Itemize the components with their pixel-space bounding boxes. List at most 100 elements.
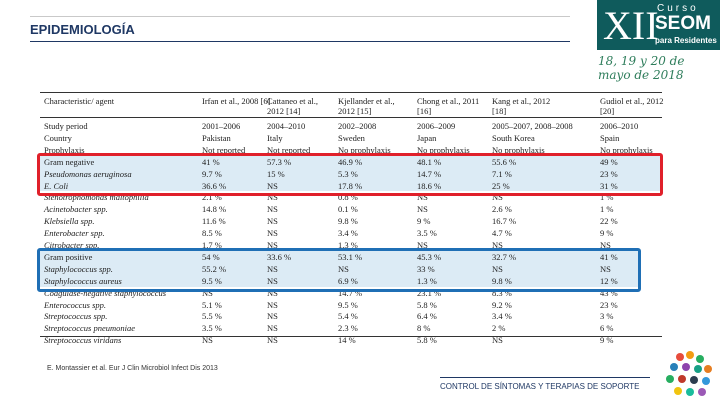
table-cell: 46.9 %: [338, 156, 363, 167]
table-cell: 23 %: [600, 299, 618, 310]
table-cell: 1 %: [600, 192, 614, 203]
logo-number: XII: [603, 3, 659, 48]
table-cell: 2006–2010: [600, 121, 639, 131]
row-label: Stenotrophomonas maltophilia: [44, 192, 149, 203]
table-cell: 3.5 %: [417, 228, 437, 239]
row-label: Study period: [44, 121, 88, 131]
table-cell: NS: [417, 192, 428, 203]
table-cell: NS: [600, 263, 611, 274]
row-label: Gram negative: [44, 156, 95, 167]
table-cell: NS: [417, 204, 428, 215]
row-label: Coagulase-negative staphylococcus: [44, 287, 167, 298]
table-cell: NS: [267, 263, 278, 274]
rule: [40, 117, 662, 118]
table-cell: Pakistan: [202, 132, 231, 143]
table-cell: NS: [267, 287, 278, 298]
table-cell: 9.7 %: [202, 168, 222, 179]
table-cell: 2.6 %: [492, 204, 512, 215]
table-cell: 5.3 %: [338, 168, 358, 179]
row-label: Staphylococcus aureus: [44, 275, 122, 286]
table-cell: 18.6 %: [417, 180, 442, 191]
table-cell: 5.4 %: [338, 311, 358, 322]
table-cell: 5.8 %: [417, 335, 437, 346]
table-cell: 4.7 %: [492, 228, 512, 239]
column-header: Kjellander et al., 2012 [15]: [338, 96, 395, 116]
highlight: [40, 250, 640, 287]
table-cell: NS: [267, 311, 278, 322]
table-cell: 43 %: [600, 287, 618, 298]
table-cell: 16.7 %: [492, 216, 517, 227]
table-cell: 11.6 %: [202, 216, 226, 227]
logo-course: Curso: [657, 3, 699, 14]
title-rule: [30, 41, 570, 42]
row-label: Klebsiella spp.: [44, 216, 95, 227]
table-cell: Italy: [267, 132, 283, 143]
table-cell: 2005–2007, 2008–2008: [492, 121, 573, 131]
table-cell: 3.4 %: [338, 228, 358, 239]
table-cell: 49 %: [600, 156, 618, 167]
table-cell: NS: [600, 240, 611, 250]
table-cell: 14.7 %: [417, 168, 442, 179]
row-label: Citrobacter spp.: [44, 240, 100, 250]
row-label: Gram positive: [44, 251, 93, 262]
table-cell: 9.2 %: [492, 299, 512, 310]
rule: [40, 92, 662, 93]
table-cell: Not reported: [267, 144, 311, 155]
event-date: 18, 19 y 20 de mayo de 2018: [598, 54, 685, 82]
red-box: [37, 152, 663, 197]
table-cell: 0.8 %: [338, 192, 358, 203]
table-cell: Sweden: [338, 132, 365, 143]
table-cell: 9.5 %: [202, 275, 222, 286]
row-label: Prophylaxis: [44, 144, 85, 155]
row-label: Streptococcus pneumoniae: [44, 323, 136, 334]
row-label: Enterobacter spp.: [44, 228, 105, 239]
row-label: Staphylococcus spp.: [44, 263, 113, 274]
table-cell: NS: [202, 287, 213, 298]
table-cell: 3.5 %: [202, 323, 222, 334]
table-cell: 5.8 %: [417, 299, 437, 310]
table-cell: 5.5 %: [202, 311, 222, 322]
table-cell: 32.7 %: [492, 251, 517, 262]
table-cell: 48.1 %: [417, 156, 442, 167]
column-header: Irfan et al., 2008 [6]: [202, 96, 271, 106]
table-cell: 12 %: [600, 275, 618, 286]
table-cell: Not reported: [202, 144, 246, 155]
table-cell: 14.7 %: [338, 287, 363, 298]
row-label: Streptococcus spp.: [44, 311, 108, 322]
table-cell: 15 %: [267, 168, 285, 179]
table-cell: 2002–2008: [338, 121, 377, 131]
table-cell: 57.3 %: [267, 156, 292, 167]
table-cell: NS: [267, 216, 278, 227]
table-cell: 9.5 %: [338, 299, 358, 310]
table-cell: 2006–2009: [417, 121, 456, 131]
table-cell: 41 %: [600, 251, 618, 262]
logo-audience: para Residentes: [655, 36, 717, 45]
table-cell: South Korea: [492, 132, 535, 143]
row-label: Pseudomonas aeruginosa: [44, 168, 132, 179]
table-cell: NS: [492, 335, 503, 346]
table-cell: NS: [267, 204, 278, 215]
table-cell: NS: [492, 263, 503, 274]
top-rule: [30, 16, 570, 17]
footer-logo: [666, 351, 712, 396]
table-cell: No prophylaxis: [492, 144, 545, 155]
table-cell: 0.1 %: [338, 204, 358, 215]
table-cell: 54 %: [202, 251, 220, 262]
table-cell: NS: [267, 323, 278, 334]
footer: CONTROL DE SÍNTOMAS Y TERAPIAS DE SOPORT…: [440, 382, 640, 391]
column-header: Cattaneo et al., 2012 [14]: [267, 96, 318, 116]
table-cell: NS: [267, 335, 278, 346]
row-label: Enterococcus spp.: [44, 299, 107, 310]
table-cell: 1.7 %: [202, 240, 222, 250]
rule: [40, 336, 662, 337]
table-cell: 2.1 %: [202, 192, 222, 203]
table-cell: NS: [267, 192, 278, 203]
table-cell: NS: [267, 240, 278, 250]
table-cell: 9 %: [600, 335, 614, 346]
table-cell: NS: [492, 192, 503, 203]
table-cell: NS: [492, 240, 503, 250]
table-cell: 8.3 %: [492, 287, 512, 298]
table-cell: 45.3 %: [417, 251, 442, 262]
table-cell: 53.1 %: [338, 251, 363, 262]
table-cell: NS: [267, 275, 278, 286]
